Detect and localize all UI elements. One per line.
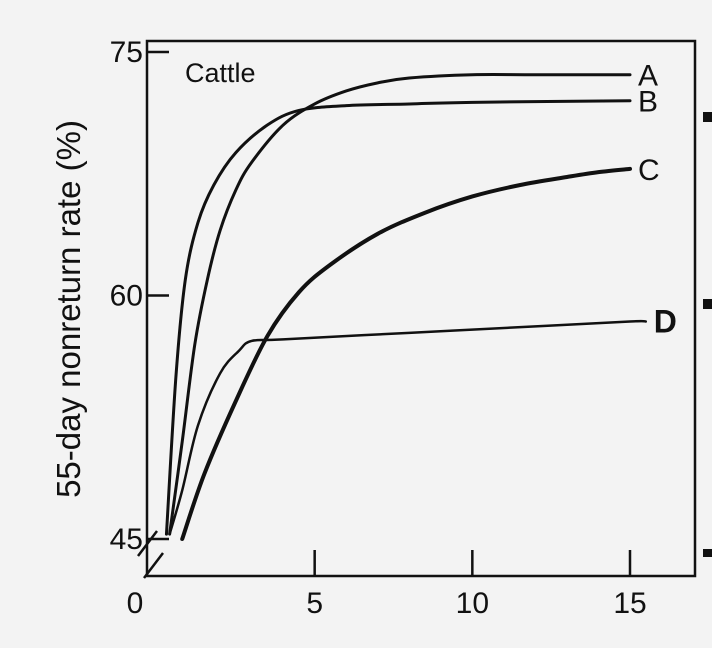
y-axis-break-marker <box>137 530 164 579</box>
series-line-c <box>180 166 632 541</box>
y-axis-ticks: 45 60 75 <box>110 36 169 556</box>
panel-label: Cattle <box>185 58 256 88</box>
series-label-d: D <box>654 303 677 339</box>
series-line-d <box>168 319 648 536</box>
plot-frame <box>145 39 697 578</box>
series-line-b <box>164 99 632 536</box>
right-edge-marks <box>703 112 712 557</box>
x-tick-label: 10 <box>456 587 489 620</box>
y-tick-label: 45 <box>110 523 143 556</box>
x-tick-label: 5 <box>306 587 323 620</box>
x-tick-label: 15 <box>613 587 646 620</box>
y-axis-title: 55-day nonreturn rate (%) <box>50 120 87 498</box>
series-line-a <box>168 72 632 536</box>
x-tick-label: 0 <box>127 587 144 620</box>
series-label-c: C <box>638 154 660 187</box>
series-labels: AB C D <box>638 60 677 340</box>
y-tick-label: 60 <box>110 280 143 313</box>
series-lines <box>164 72 648 541</box>
series-label-a: A <box>638 60 658 93</box>
x-axis-ticks: 0 5 10 15 <box>127 550 647 620</box>
series-label-b: B <box>638 86 658 119</box>
y-tick-label: 75 <box>110 36 143 69</box>
